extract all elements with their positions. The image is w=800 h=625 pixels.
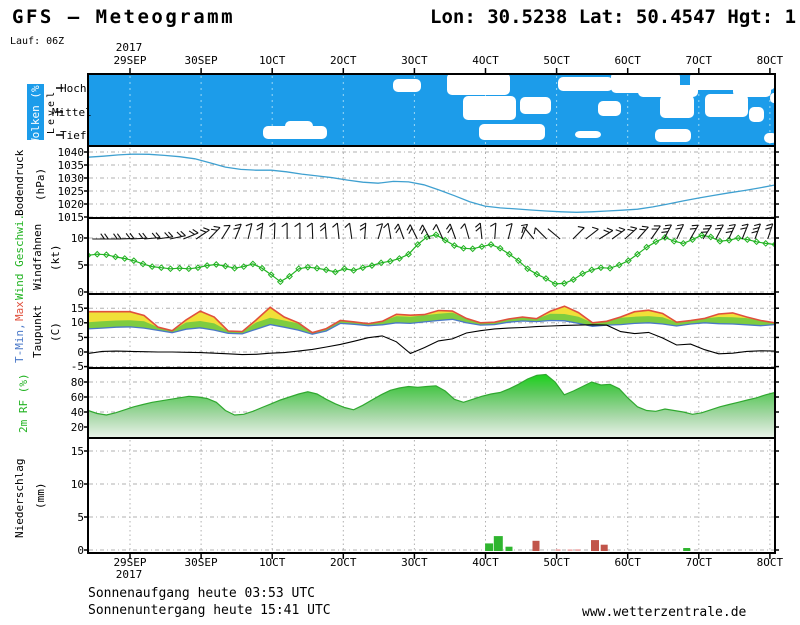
precip-unit-label: (mm)	[34, 482, 47, 510]
date-label: 7OCT	[685, 556, 713, 569]
temperature-tick-label: 15	[70, 301, 84, 315]
pressure-tick-label: 1030	[57, 171, 85, 185]
date-label: 29SEP	[113, 556, 147, 569]
cloud-level-mittel: Mittel	[52, 106, 92, 119]
cloud-level-hoch: Hoch	[60, 82, 87, 95]
date-label: 3OCT	[401, 556, 428, 569]
temperature-tick-label: -5	[70, 360, 84, 374]
date-label: 6OCT	[614, 54, 641, 67]
tmin-label: T-Min,	[13, 323, 26, 364]
sunrise-info: Sonnenaufgang heute 03:53 UTC	[88, 586, 315, 601]
pressure-tick-label: 1020	[57, 197, 85, 211]
wind-speed-label: Wind Geschwi.	[13, 213, 26, 301]
date-label: 3OCT	[401, 54, 428, 67]
precip-panel-label: Niederschlag	[13, 458, 26, 538]
date-label: 30SEP	[184, 54, 218, 67]
humidity-tick-label: 40	[70, 405, 84, 419]
tmax-label: Max	[13, 300, 26, 321]
location-coordinates: Lon: 30.5238 Lat: 50.4547 Hgt: 1	[430, 6, 797, 28]
date-label: 8OCT	[756, 54, 784, 67]
date-label: 7OCT	[685, 54, 713, 67]
date-label: 6OCT	[614, 556, 641, 569]
date-label: 4OCT	[472, 54, 499, 67]
date-label: 2OCT	[330, 556, 357, 569]
temperature-tick-label: 10	[70, 316, 84, 330]
model-run-label: Lauf: 06Z	[10, 36, 65, 47]
wind-tick-label: 10	[70, 231, 84, 245]
date-label: 30SEP	[184, 556, 218, 569]
wind-barbs-label: Windfahnen	[31, 223, 44, 291]
precipitation-tick-label: 10	[70, 477, 84, 491]
sunset-info: Sonnenuntergang heute 15:41 UTC	[88, 603, 331, 618]
cloud-level-tief: Tief	[60, 129, 87, 142]
pressure-unit-label: (hPa)	[34, 167, 47, 201]
temperature-panel-label: T-Min, Max	[13, 296, 26, 368]
dewpoint-label: Taupunkt	[31, 305, 44, 359]
year-label-top: 2017	[115, 41, 143, 54]
date-label: 5OCT	[543, 54, 570, 67]
pressure-tick-label: 1025	[57, 184, 85, 198]
pressure-tick-label: 1015	[57, 210, 85, 224]
pressure-panel-label: Bodendruck	[13, 149, 26, 217]
page-title: GFS — Meteogramm	[12, 6, 236, 28]
website-credit: www.wetterzentrale.de	[582, 605, 747, 620]
date-label: 29SEP	[113, 54, 147, 67]
date-label: 1OCT	[258, 54, 286, 67]
humidity-tick-label: 80	[70, 375, 84, 389]
humidity-tick-label: 60	[70, 390, 84, 404]
precipitation-tick-label: 0	[77, 543, 84, 557]
humidity-tick-label: 20	[70, 420, 84, 434]
humidity-panel-label: 2m RF (%)	[17, 373, 30, 433]
date-label: 1OCT	[258, 556, 286, 569]
wind-tick-label: 0	[77, 285, 84, 299]
date-label: 8OCT	[756, 556, 784, 569]
wind-tick-label: 5	[77, 258, 84, 272]
date-label: 5OCT	[543, 556, 570, 569]
pressure-tick-label: 1035	[57, 158, 85, 172]
precipitation-tick-label: 5	[77, 510, 84, 524]
temperature-tick-label: 5	[77, 330, 84, 344]
date-label: 2OCT	[330, 54, 357, 67]
temperature-tick-label: 0	[77, 345, 84, 359]
precipitation-tick-label: 15	[70, 444, 84, 458]
year-label-bottom: 2017	[115, 568, 143, 581]
clouds-panel-label: Wolken (%)	[27, 78, 44, 146]
pressure-tick-label: 1040	[57, 145, 85, 159]
date-label: 4OCT	[472, 556, 499, 569]
